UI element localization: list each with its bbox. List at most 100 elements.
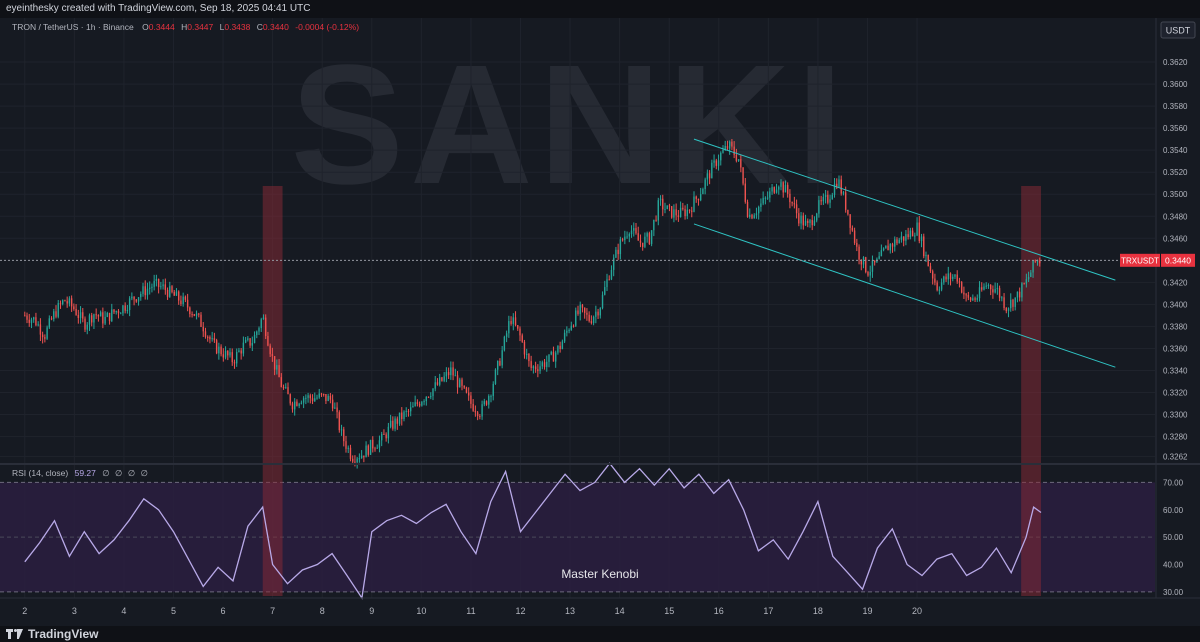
candle-body [345,441,347,449]
candle-body [662,198,664,210]
candle-body [293,401,296,410]
candle-body [331,399,334,409]
price-tick-label: 0.3560 [1163,124,1188,133]
currency-button[interactable]: USDT [1160,21,1196,39]
candle-body [398,412,401,424]
candle-body [599,308,602,316]
candle-body [882,248,885,251]
time-axis[interactable]: 2 3 4 5 6 7 8 9 10 11 12 13 14 15 16 17 18 19 20 [22,606,922,616]
candle-body [325,394,327,402]
candle-body [28,319,30,323]
candle-body [485,401,488,405]
candle-body [137,297,140,302]
candle-body [831,194,833,200]
candle-body [815,213,818,221]
candle-body [637,233,639,241]
candle-body [162,284,164,287]
candle-body [563,332,566,342]
candle-body [885,245,887,249]
candle-body [75,308,77,315]
trend-channel-lower-line[interactable] [693,223,1116,368]
candle-body [570,325,573,330]
candle-body [595,311,597,317]
candle-body [35,317,37,326]
chart-area[interactable]: SANKI 0.3262 0.3280 0.3300 0.3320 0.3340 0.33… [0,18,1200,626]
candle-body [318,393,320,398]
candle-body [539,366,541,372]
candle-body [505,333,508,337]
candle-body [1007,308,1010,312]
candle-body [887,245,889,251]
candle-body [438,377,441,385]
candle-body [554,352,557,362]
chart-annotation-text[interactable]: Master Kenobi [561,567,638,581]
price-tick-label: 0.3280 [1163,433,1188,442]
candle-body [691,210,693,212]
time-tick-label: 17 [763,606,773,616]
time-tick-label: 7 [270,606,275,616]
candle-body [46,327,48,339]
candle-body [374,448,376,450]
candle-body [311,398,314,402]
rsi-legend[interactable]: RSI (14, close) 59.27 ∅ ∅ ∅ ∅ [12,468,148,478]
time-tick-label: 5 [171,606,176,616]
candle-body [447,371,450,376]
candle-body [720,152,722,161]
price-tick-label: 0.3480 [1163,212,1188,221]
candle-body [104,316,106,324]
candle-body [231,352,233,363]
candle-body [934,278,936,283]
candle-body [753,215,755,219]
candle-body [327,395,329,402]
candle-body [786,184,789,194]
candle-body [124,305,126,311]
candle-body [164,284,167,290]
candle-body [541,362,544,367]
candle-body [1003,297,1005,309]
candle-body [628,234,631,237]
branding-bar: TradingView [0,626,1200,642]
candle-body [771,187,773,192]
candle-body [762,197,764,204]
candle-body [1021,283,1023,298]
candle-body [77,314,80,318]
candle-body [929,266,932,272]
price-tick-label: 0.3340 [1163,366,1188,375]
symbol-name[interactable]: TRON / TetherUS · 1h · Binance [12,22,134,32]
candle-body [102,312,104,324]
candle-body [79,312,82,318]
last-price-value: 0.3440 [1165,255,1191,265]
price-axis[interactable]: 0.3262 0.3280 0.3300 0.3320 0.3340 0.3360 0.33… [1163,58,1188,461]
price-chart[interactable]: SANKI 0.32620.32800.33000.33200.33400.33… [0,18,1200,626]
candle-body [644,236,646,247]
candle-body [902,236,905,241]
candle-body [746,201,749,217]
candle-body [889,244,891,251]
candle-body [867,272,869,276]
candle-body [744,183,746,202]
candle-body [782,182,784,193]
candle-body [427,396,430,398]
candle-body [189,307,191,315]
candle-body [697,198,700,201]
candle-body [715,160,717,166]
candle-body [784,184,787,193]
ohlc-low: 0.3438 [224,22,250,32]
candle-body [800,215,802,224]
candle-body [171,286,173,293]
rsi-axis[interactable]: 70.00 60.00 50.00 40.00 30.00 [1163,478,1184,596]
candle-body [557,345,559,353]
candle-body [68,298,71,304]
candle-body [802,215,804,226]
candle-body [851,227,854,231]
candle-body [314,398,316,402]
trend-channel-upper-line[interactable] [693,138,1116,281]
candle-body [200,314,202,327]
candle-body [450,367,452,376]
symbol-legend[interactable]: TRON / TetherUS · 1h · Binance O0.3444 H… [12,22,359,32]
candle-body [987,285,990,287]
candle-body [621,239,624,241]
candle-body [630,230,633,235]
price-tick-label: 0.3520 [1163,168,1188,177]
candle-body [735,154,738,161]
